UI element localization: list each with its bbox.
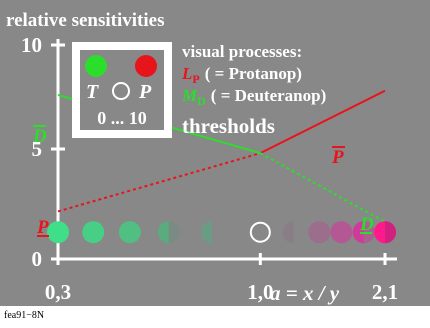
inset-red-dot xyxy=(135,55,157,77)
legend-line1: visual processes: xyxy=(182,42,302,61)
deutan-bar-label: D xyxy=(32,126,47,147)
legend-protan-sub: P xyxy=(192,72,199,86)
deutan-end-label: D xyxy=(359,214,374,235)
marker-half xyxy=(211,221,223,244)
inset-p-label: P xyxy=(138,81,152,103)
legend-protan-symbol: L xyxy=(181,64,192,83)
protan-start-label: P xyxy=(36,217,49,238)
marker-half xyxy=(168,221,180,244)
marker-dot xyxy=(118,221,141,244)
marker-half xyxy=(385,221,396,244)
x-axis-label: a = x / y xyxy=(270,281,340,305)
y-tick-label: 10 xyxy=(21,33,42,57)
inset-box: T P 0 ... 10 xyxy=(72,42,172,138)
inset-ring xyxy=(112,82,130,100)
x-tick-label: 0,3 xyxy=(45,280,71,304)
legend-deutan-symbol: M xyxy=(181,86,198,105)
y-tick-label: 0 xyxy=(32,247,43,271)
marker-dot xyxy=(308,221,331,244)
footer-strip xyxy=(0,306,430,323)
inset-t-label: T xyxy=(86,81,99,103)
plot-background xyxy=(0,0,430,306)
marker-row xyxy=(47,221,396,244)
legend-deutan-sub: D xyxy=(197,94,206,108)
legend-deutan: MD ( = Deuteranop) xyxy=(181,86,326,108)
x-tick-label: 2,1 xyxy=(372,280,398,304)
legend-thresholds: thresholds xyxy=(182,114,275,138)
marker-dot xyxy=(47,221,69,244)
y-tick-label: 5 xyxy=(32,137,43,161)
series-labels: P D D P xyxy=(32,125,374,238)
marker-half xyxy=(293,221,305,244)
legend-deutan-text: ( = Deuteranop) xyxy=(211,86,326,105)
x-tick-label: 1,0 xyxy=(247,280,273,304)
legend-protan: LP ( = Protanop) xyxy=(181,64,302,86)
chart-title: relative sensitivities xyxy=(6,10,164,31)
marker-dot xyxy=(330,221,353,244)
inset-range-label: 0 ... 10 xyxy=(97,108,147,128)
axes: 0 5 10 0,3 1,0 2,1 xyxy=(21,33,398,304)
protan-line-dashed xyxy=(57,152,261,213)
inset-green-dot xyxy=(85,55,107,77)
marker-dot xyxy=(82,221,105,244)
legend: visual processes: LP ( = Protanop) MD ( = … xyxy=(181,42,326,138)
legend-protan-text: ( = Protanop) xyxy=(205,64,302,83)
figure-code: fea91−8N xyxy=(4,310,44,321)
marker-ring xyxy=(249,221,271,243)
protan-line-solid xyxy=(259,89,386,155)
protan-bar-label: P xyxy=(331,147,344,168)
